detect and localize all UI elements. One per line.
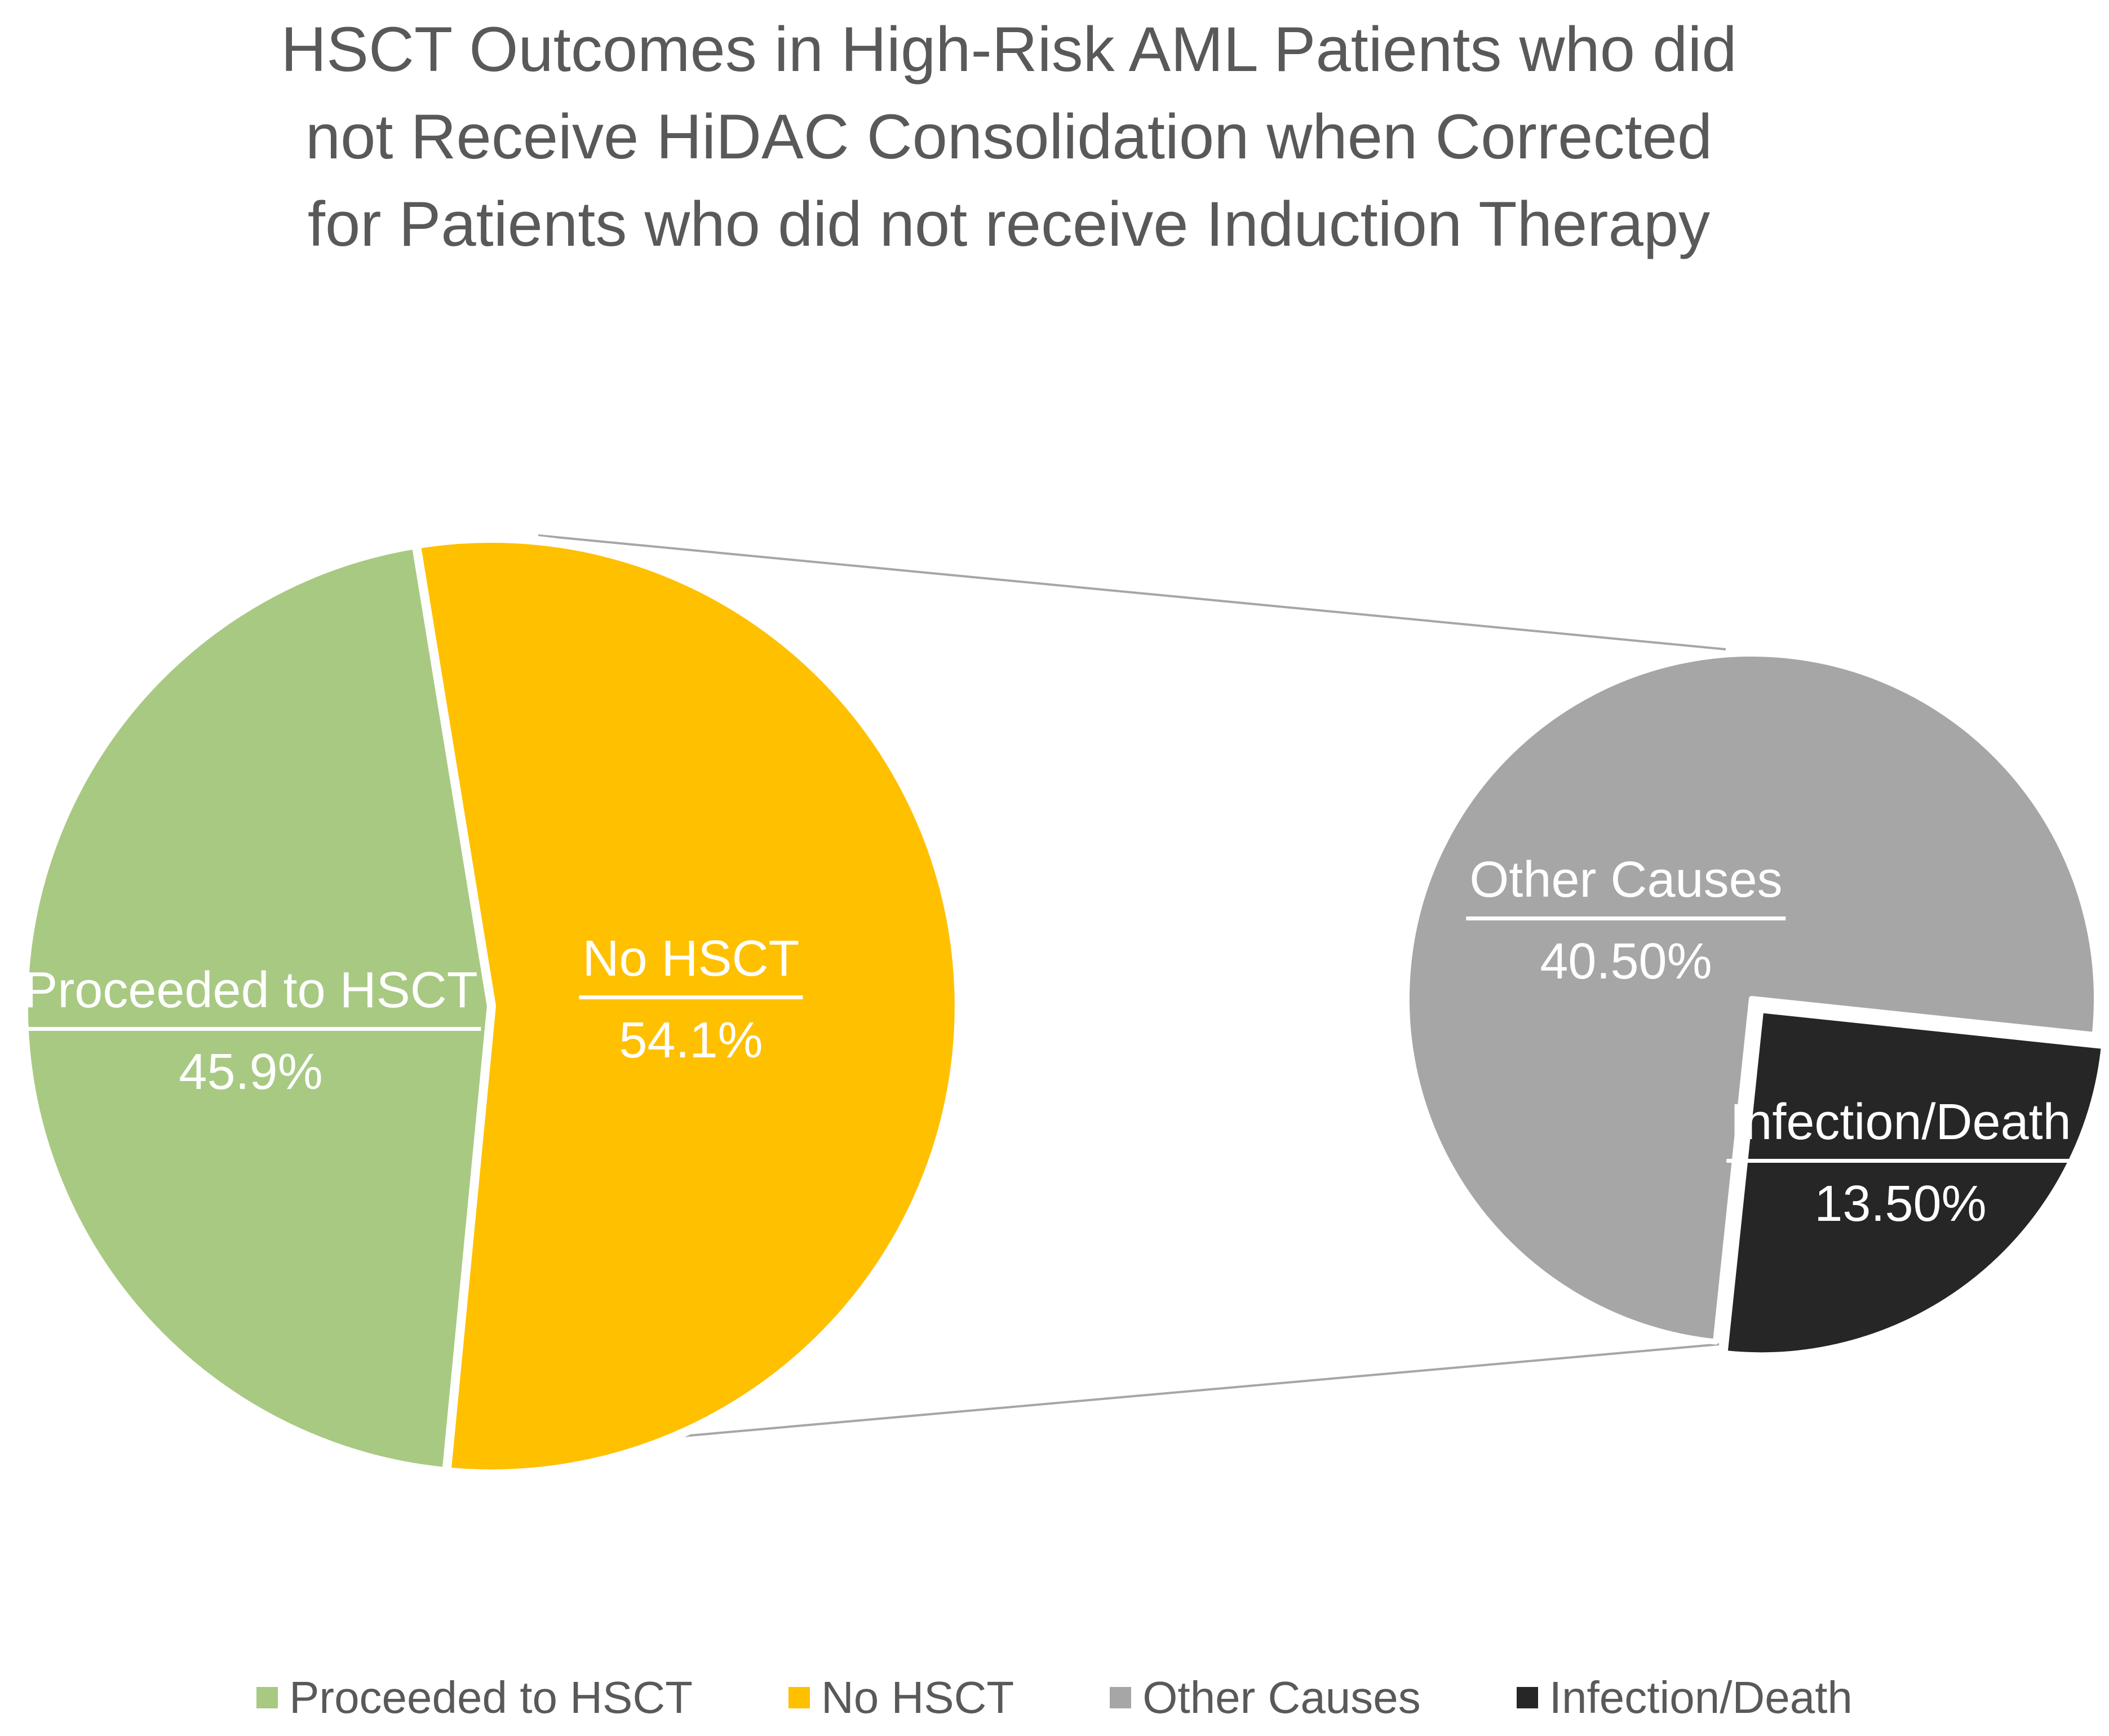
pie-slice-other-causes[interactable] (1404, 650, 2099, 1345)
legend-item-other-causes[interactable]: Other Causes (1110, 1669, 1421, 1726)
legend-marker-other-causes-icon (1110, 1687, 1132, 1708)
pie-slice-no-hsct[interactable] (411, 534, 964, 1478)
legend-marker-proceeded-to-hsct-icon (256, 1687, 278, 1708)
data-label-proceeded-to-hsct-value: 45.9% (179, 1044, 323, 1100)
data-label-no-hsct-value: 54.1% (619, 1012, 763, 1069)
data-label-no-hsct: No HSCT 54.1% (579, 925, 803, 1074)
data-label-other-causes: Other Causes 40.50% (1466, 847, 1786, 995)
legend-item-infection-death[interactable]: Infection/Death (1516, 1669, 1853, 1726)
legend-label-no-hsct: No HSCT (821, 1672, 1014, 1722)
data-label-other-causes-value: 40.50% (1540, 933, 1712, 990)
legend-item-proceeded-to-hsct[interactable]: Proceeded to HSCT (256, 1669, 693, 1726)
data-label-other-causes-name: Other Causes (1466, 847, 1786, 920)
chart-title-line-1: HSCT Outcomes in High-Risk AML Patients … (281, 14, 1737, 85)
main-pie (19, 534, 964, 1478)
connector-line-bottom (517, 1343, 1720, 1452)
data-label-infection-death: Infection/Death 13.50% (1726, 1089, 2075, 1237)
pie-slice-proceeded-to-hsct[interactable] (19, 539, 496, 1477)
data-label-proceeded-to-hsct-name: Proceeded to HSCT (20, 957, 481, 1031)
legend-item-no-hsct[interactable]: No HSCT (788, 1669, 1014, 1726)
secondary-pie (1404, 650, 2107, 1358)
legend-marker-infection-death-icon (1516, 1687, 1538, 1708)
legend: Proceeded to HSCT No HSCT Other Causes I… (0, 1669, 2109, 1726)
data-label-infection-death-name: Infection/Death (1726, 1089, 2075, 1163)
chart-title-line-2: not Receive HiDAC Consolidation when Cor… (305, 101, 1713, 172)
legend-label-proceeded-to-hsct: Proceeded to HSCT (289, 1672, 693, 1722)
data-label-proceeded-to-hsct: Proceeded to HSCT 45.9% (20, 957, 481, 1105)
data-label-infection-death-value: 13.50% (1814, 1176, 1987, 1232)
chart-title: HSCT Outcomes in High-Risk AML Patients … (0, 6, 2018, 268)
legend-label-other-causes: Other Causes (1142, 1672, 1421, 1722)
connector-line-top (538, 534, 1726, 650)
chart-title-line-3: for Patients who did not receive Inducti… (307, 189, 1711, 259)
legend-marker-no-hsct-icon (788, 1687, 810, 1708)
legend-label-infection-death: Infection/Death (1549, 1672, 1853, 1722)
data-label-no-hsct-name: No HSCT (579, 925, 803, 999)
pie-slice-infection-death[interactable] (1722, 1007, 2107, 1358)
